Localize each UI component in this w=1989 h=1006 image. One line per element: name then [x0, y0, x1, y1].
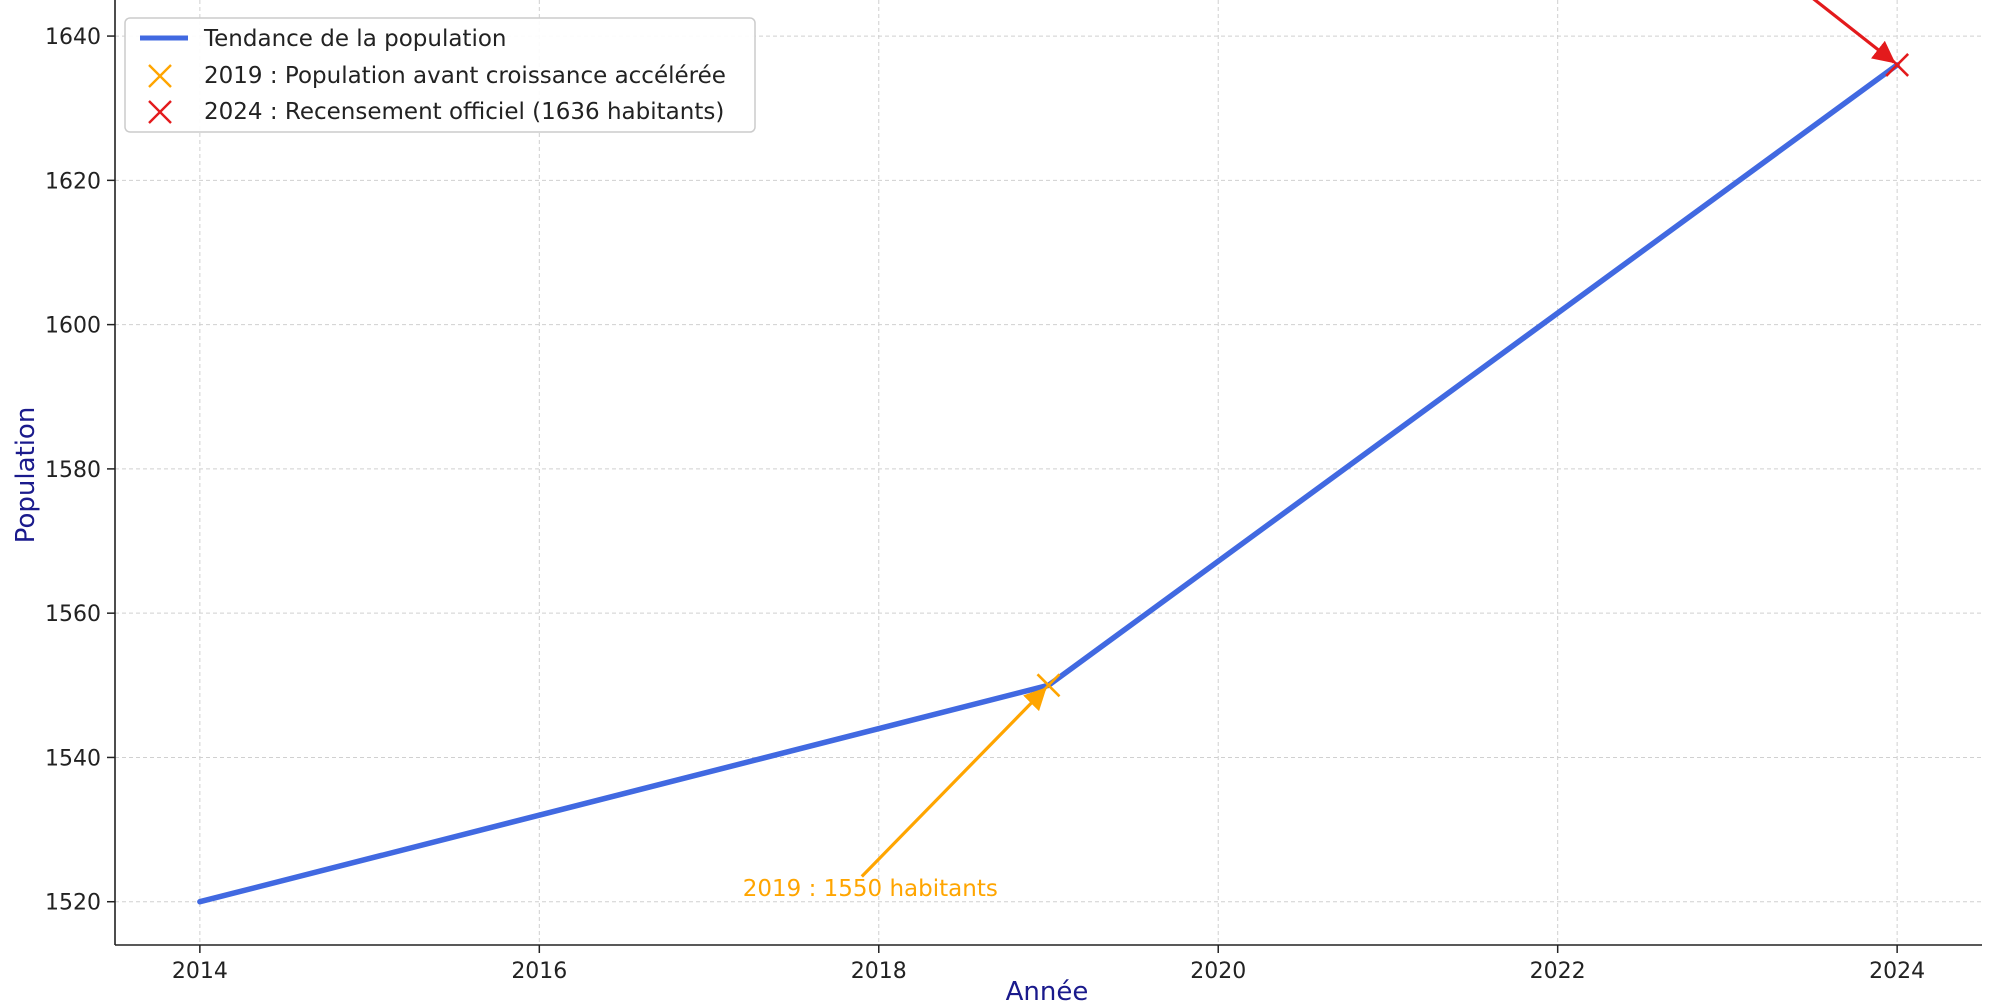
y-tick-label-1620: 1620 [45, 169, 101, 194]
x-tick-label-2018: 2018 [851, 959, 907, 984]
legend: Tendance de la population 2019 : Populat… [124, 17, 756, 133]
y-tick-label-1640: 1640 [45, 25, 101, 50]
legend-red-cross-icon [148, 100, 172, 124]
marker-cross-2024-stroke-b [1885, 53, 1910, 77]
axes: 2014 2016 2018 2020 2022 2024 1520 1540 1560 1580… [45, 0, 1982, 984]
legend-box [124, 17, 756, 133]
x-axis-title: Année [1006, 977, 1089, 1006]
y-tick-label-1600: 1600 [45, 314, 101, 339]
legend-label-2024: 2024 : Recensement officiel (1636 habita… [204, 99, 724, 125]
y-axis-title: Population [11, 407, 41, 544]
annotation-text-0: 2019 : 1550 habitants [743, 876, 998, 902]
legend-cross-1-stroke-b [148, 100, 172, 124]
legend-label-2019: 2019 : Population avant croissance accél… [204, 63, 726, 89]
legend-label-series: Tendance de la population [203, 26, 507, 52]
legend-cross-0-stroke-b [148, 64, 172, 88]
annotation-arrow-0 [860, 687, 1047, 878]
annotation-arrow-1 [1812, 0, 1896, 64]
markers [1036, 53, 1910, 698]
annotations: 2019 : 1550 habitants [743, 0, 1896, 902]
legend-orange-cross-icon [148, 64, 172, 88]
x-tick-label-2020: 2020 [1190, 959, 1246, 984]
grid [115, 0, 1982, 945]
x-tick-label-2022: 2022 [1530, 959, 1586, 984]
y-tick-label-1540: 1540 [45, 746, 101, 771]
y-tick-label-1580: 1580 [45, 458, 101, 483]
y-tick-label-1560: 1560 [45, 602, 101, 627]
marker-cross-2019-stroke-b [1036, 673, 1061, 698]
series-line-0 [197, 62, 1900, 905]
marker-cross-2024 [1885, 53, 1910, 77]
x-tick-label-2024: 2024 [1869, 959, 1925, 984]
x-tick-label-2016: 2016 [511, 959, 567, 984]
legend-cross-1 [148, 100, 172, 124]
marker-cross-2019 [1036, 673, 1061, 698]
x-tick-label-2014: 2014 [172, 959, 228, 984]
y-tick-label-1520: 1520 [45, 891, 101, 916]
legend-cross-0 [148, 64, 172, 88]
series-layer [197, 62, 1900, 905]
